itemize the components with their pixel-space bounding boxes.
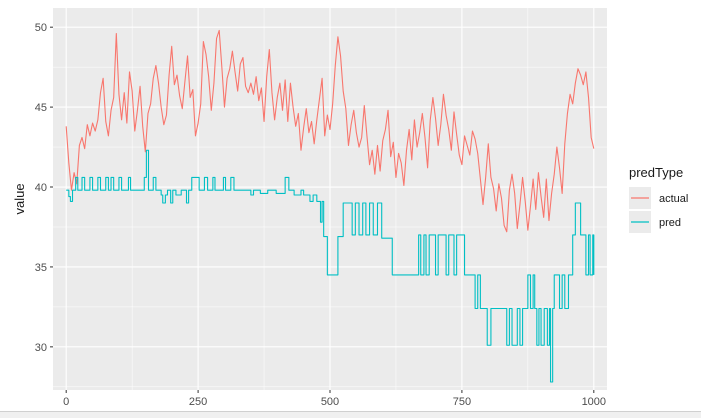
y-tick-label: 45	[35, 102, 47, 114]
series-line-actual	[65, 29, 595, 233]
y-tick-label: 40	[35, 182, 47, 194]
y-tick-label: 35	[35, 262, 47, 274]
y-tick-label: 30	[35, 342, 47, 354]
y-axis-title: value	[12, 183, 27, 214]
grid-lines	[53, 8, 607, 390]
x-tick-label: 1000	[582, 396, 606, 408]
x-tick-label: 500	[321, 396, 339, 408]
x-tick-label: 0	[63, 396, 69, 408]
legend: predType actual pred	[629, 165, 688, 233]
x-tick-label: 750	[453, 396, 471, 408]
legend-title: predType	[629, 165, 683, 180]
legend-label-actual: actual	[659, 193, 688, 205]
legend-label-pred: pred	[659, 217, 681, 229]
y-tick-label: 50	[35, 22, 47, 34]
bottom-strip	[0, 411, 701, 418]
series-line-pred	[66, 149, 595, 383]
x-tick-label: 250	[189, 396, 207, 408]
series-lines	[65, 29, 595, 383]
